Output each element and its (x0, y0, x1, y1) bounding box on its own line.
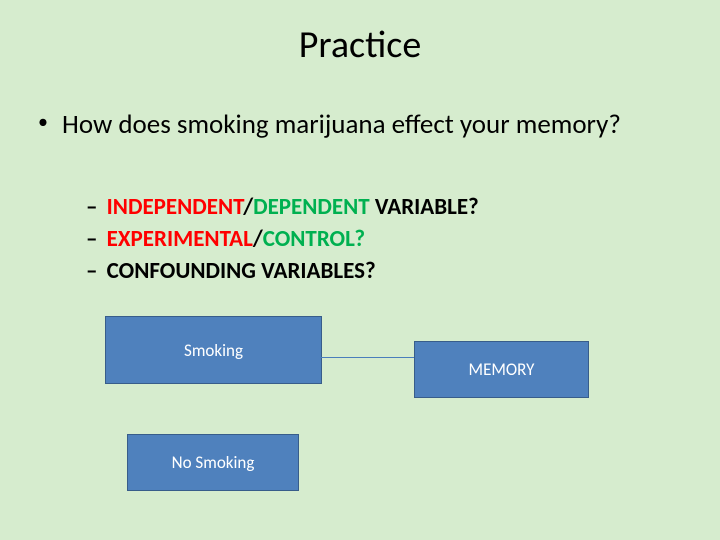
dash-icon: – (86, 193, 97, 221)
edge-smoking-memory (320, 357, 414, 358)
sub-bullet-1: – INDEPENDENT/DEPENDENT VARIABLE? (86, 193, 479, 221)
seg: DEPENDENT (253, 193, 370, 221)
node-label: MEMORY (469, 359, 535, 380)
seg: INDEPENDENT (107, 193, 244, 221)
seg: / (253, 225, 263, 253)
sub-bullet-3: – CONFOUNDING VARIABLES? (86, 257, 376, 285)
bullet-dot-icon: • (38, 110, 48, 134)
dash-icon: – (86, 225, 97, 253)
main-bullet: • How does smoking marijuana effect your… (38, 108, 682, 142)
node-smoking: Smoking (105, 316, 322, 384)
seg: CONFOUNDING VARIABLES? (107, 257, 376, 285)
node-label: No Smoking (172, 452, 255, 473)
seg: VARIABLE? (370, 193, 479, 221)
dash-icon: – (86, 257, 97, 285)
node-memory: MEMORY (414, 341, 589, 398)
slide-title: Practice (0, 22, 720, 68)
node-nosmoking: No Smoking (127, 434, 299, 491)
seg: CONTROL? (263, 225, 365, 253)
slide: Practice • How does smoking marijuana ef… (0, 0, 720, 540)
node-label: Smoking (184, 340, 243, 361)
main-bullet-text: How does smoking marijuana effect your m… (62, 108, 682, 142)
sub-bullet-2: – EXPERIMENTAL/CONTROL? (86, 225, 365, 253)
seg: EXPERIMENTAL (107, 225, 253, 253)
seg: / (243, 193, 253, 221)
